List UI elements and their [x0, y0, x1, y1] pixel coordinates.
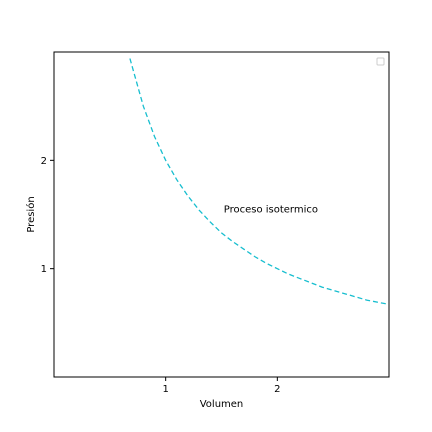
axes-frame — [53, 51, 390, 378]
ticks: 1 2 1 2 — [41, 156, 281, 395]
x-tick-label: 2 — [274, 384, 280, 395]
legend-box — [376, 57, 385, 66]
y-axis-label: Presión — [25, 196, 37, 232]
series-line-isotherm — [129, 58, 390, 306]
annotation-label: Proceso isotermico — [224, 205, 318, 216]
y-tick-label: 2 — [41, 156, 47, 167]
y-tick-label: 1 — [41, 264, 47, 275]
plot-area — [54, 52, 389, 377]
x-tick-label: 1 — [162, 384, 168, 395]
x-axis-label: Volumen — [200, 399, 244, 410]
